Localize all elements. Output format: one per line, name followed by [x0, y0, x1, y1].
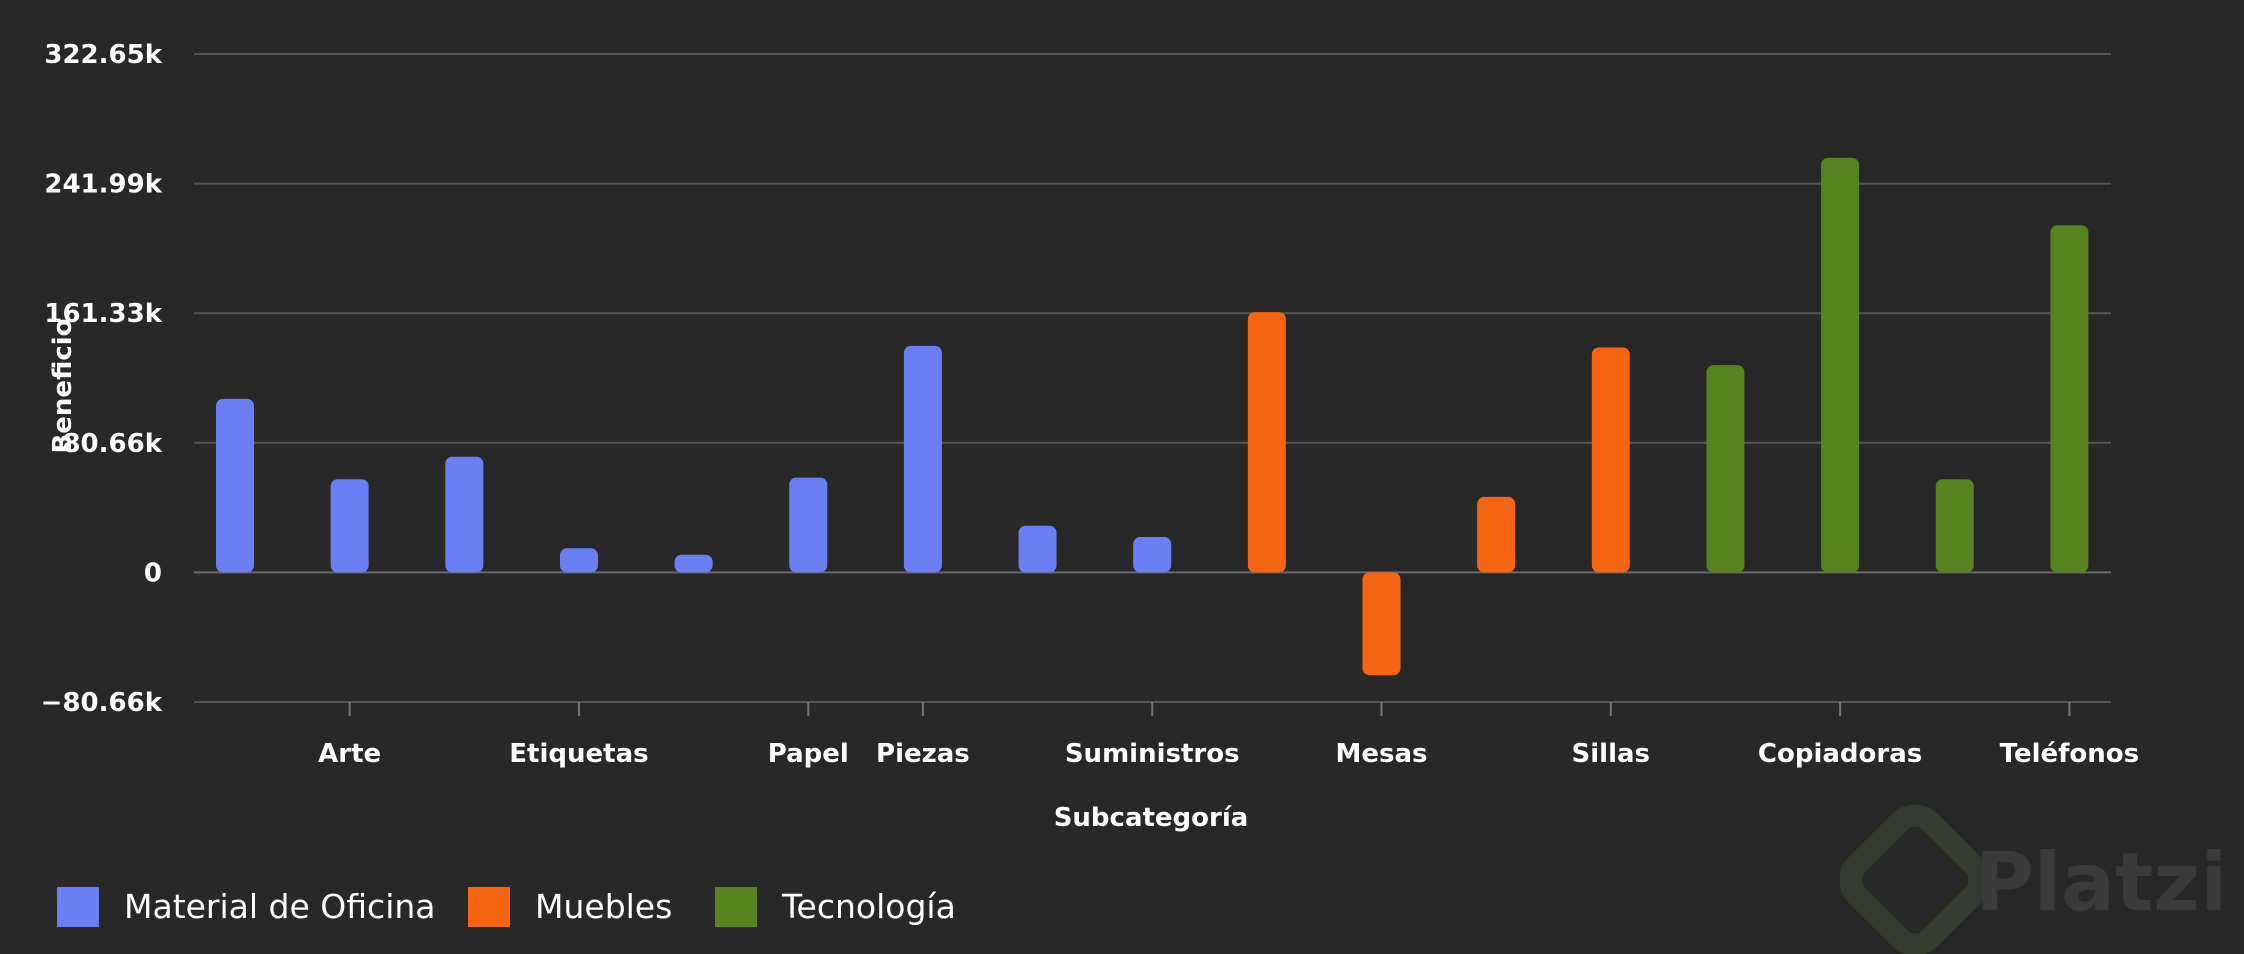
bar	[559, 548, 598, 573]
legend-label: Muebles	[535, 887, 672, 926]
grid-lines	[194, 53, 2111, 703]
y-tick-label: 0	[144, 558, 162, 588]
x-tick-label: Mesas	[1335, 739, 1427, 769]
legend-swatch	[468, 887, 510, 927]
legend-item: Muebles	[468, 887, 672, 927]
legend-item: Material de Oficina	[57, 887, 436, 927]
x-tick-label: Suministros	[1065, 739, 1240, 769]
x-tick-label: Papel	[768, 739, 849, 769]
bar	[1018, 525, 1057, 573]
x-axis-title: Subcategoría	[1054, 803, 1249, 833]
watermark-text: Platzi	[1975, 836, 2227, 929]
x-tick-label: Piezas	[876, 739, 970, 769]
x-axis-ticks: Arte Etiquetas Papel Piezas Suministros Mesas…	[318, 702, 2139, 769]
bar	[1477, 496, 1516, 573]
bar	[445, 456, 484, 573]
bar	[1362, 572, 1401, 676]
platzi-logo-icon	[1839, 804, 1991, 954]
bar	[903, 345, 942, 573]
bar	[216, 398, 254, 573]
legend-label: Tecnología	[781, 887, 956, 926]
bar	[1247, 312, 1286, 573]
platzi-watermark: Platzi	[1839, 804, 2227, 954]
legend-item: Tecnología	[715, 887, 956, 927]
y-axis-tick-labels: −80.66k 0 80.66k 161.33k 241.99k 322.65k	[41, 40, 163, 718]
x-tick-label: Etiquetas	[509, 739, 648, 769]
bar	[789, 477, 828, 573]
bar	[330, 479, 369, 573]
legend-label: Material de Oficina	[124, 887, 436, 926]
x-tick-label: Teléfonos	[2000, 739, 2139, 769]
x-tick-label: Arte	[318, 739, 381, 769]
x-tick-label: Copiadoras	[1758, 739, 1922, 769]
bar	[1591, 347, 1630, 573]
y-tick-label: 241.99k	[44, 170, 162, 200]
bar	[1706, 365, 1745, 573]
legend-swatch	[715, 887, 757, 927]
bar	[1133, 537, 1172, 573]
y-tick-label: −80.66k	[41, 688, 163, 718]
bars	[216, 157, 2089, 676]
bar	[2050, 225, 2089, 573]
bar	[674, 554, 713, 573]
y-tick-label: 161.33k	[44, 299, 162, 329]
y-tick-label: 322.65k	[44, 40, 162, 70]
bar	[1935, 479, 1974, 573]
legend-swatch	[57, 887, 99, 927]
y-tick-label: 80.66k	[62, 429, 162, 459]
bar	[1821, 157, 1860, 573]
y-axis-title: Beneficio	[48, 318, 78, 453]
x-tick-label: Sillas	[1572, 739, 1650, 769]
legend: Material de Oficina Muebles Tecnología	[57, 887, 956, 927]
